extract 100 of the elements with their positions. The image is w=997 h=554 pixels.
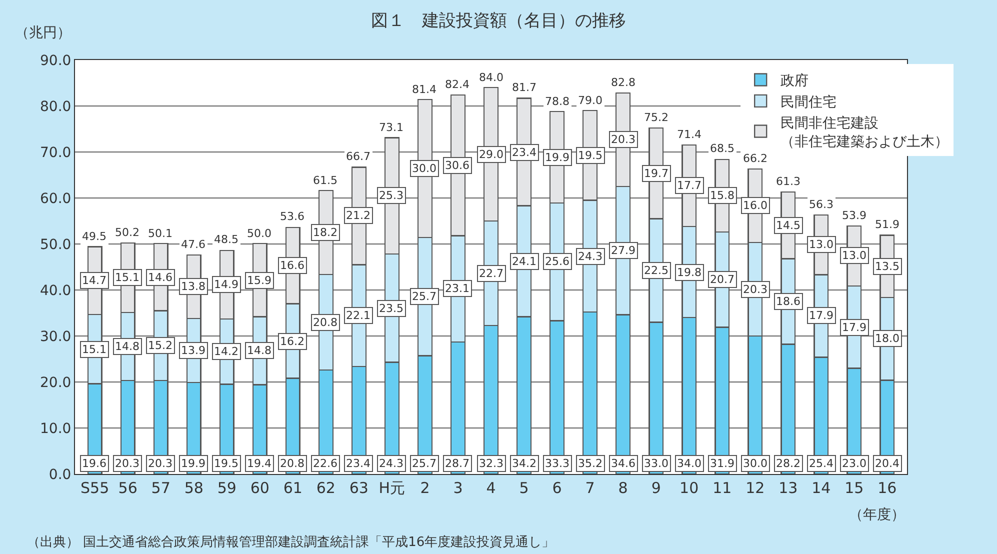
text: 18.0 xyxy=(875,332,900,345)
total-label: 66.7 xyxy=(346,150,370,163)
total-label: 71.4 xyxy=(677,128,702,141)
text: 14.8 xyxy=(115,340,140,353)
text: 22.5 xyxy=(644,264,668,277)
text: 34.0 xyxy=(677,457,702,470)
text: 25.6 xyxy=(545,255,570,268)
x-tick-label: 60 xyxy=(250,479,270,497)
y-tick-label: 30.0 xyxy=(40,328,72,345)
x-tick-label: 15 xyxy=(844,479,864,497)
text: 21.2 xyxy=(346,209,370,222)
text: 17.7 xyxy=(677,179,702,192)
text: 13.0 xyxy=(842,249,866,262)
text: 19.8 xyxy=(677,266,702,279)
text: 15.9 xyxy=(247,274,272,287)
text: 19.5 xyxy=(578,149,602,162)
total-label: 78.8 xyxy=(545,95,570,108)
text: 23.4 xyxy=(346,457,370,470)
text: 28.2 xyxy=(776,457,800,470)
text: 18.6 xyxy=(776,295,800,308)
text: 19.5 xyxy=(214,457,238,470)
text: 16.0 xyxy=(743,199,768,212)
text: 29.0 xyxy=(479,148,504,161)
x-tick-label: 10 xyxy=(680,479,699,497)
y-tick-label: 90.0 xyxy=(40,52,72,69)
total-label: 53.6 xyxy=(280,210,304,223)
total-label: 82.4 xyxy=(445,78,470,91)
x-tick-label: 9 xyxy=(651,479,661,497)
y-tick-label: 70.0 xyxy=(40,144,72,161)
text: 33.0 xyxy=(644,457,668,470)
text: 14.7 xyxy=(82,274,106,287)
text: 16.2 xyxy=(280,335,304,348)
text: 34.2 xyxy=(512,457,536,470)
text: 15.1 xyxy=(82,343,106,356)
total-label: 81.7 xyxy=(512,81,536,94)
text: 13.0 xyxy=(809,238,834,251)
total-label: 81.4 xyxy=(412,83,436,96)
x-tick-label: 56 xyxy=(118,479,138,497)
text: 27.9 xyxy=(611,244,636,257)
total-label: 50.0 xyxy=(247,227,272,240)
chart-title: 図１ 建設投資額（名目）の推移 xyxy=(371,10,626,31)
text: 23.1 xyxy=(445,282,470,295)
text: 20.7 xyxy=(710,273,734,286)
y-tick-label: 0.0 xyxy=(48,466,72,483)
y-tick-label: 50.0 xyxy=(40,236,72,253)
total-label: 79.0 xyxy=(578,94,602,107)
x-tick-label: 8 xyxy=(618,479,628,497)
x-tick-label: S55 xyxy=(80,479,110,497)
x-tick-label: 62 xyxy=(316,479,336,497)
total-label: 82.8 xyxy=(611,76,636,89)
text: 13.9 xyxy=(181,344,206,357)
x-tick-label: 2 xyxy=(420,479,430,497)
text: 34.6 xyxy=(611,457,636,470)
x-tick-label: H元 xyxy=(378,479,406,497)
text: 20.3 xyxy=(148,457,172,470)
text: 22.6 xyxy=(313,457,338,470)
text: 19.6 xyxy=(82,457,106,470)
text: 28.7 xyxy=(445,457,470,470)
text: 14.6 xyxy=(148,271,172,284)
text: 20.3 xyxy=(611,133,636,146)
text: 33.3 xyxy=(545,457,570,470)
legend-label: 民間住宅 xyxy=(780,94,837,110)
x-tick-label: 61 xyxy=(283,479,302,497)
text: 20.8 xyxy=(280,457,304,470)
text: 14.9 xyxy=(214,278,238,291)
text: 14.2 xyxy=(214,345,238,358)
total-label: 61.5 xyxy=(313,174,338,187)
text: 20.4 xyxy=(875,457,900,470)
text: 13.5 xyxy=(875,260,900,273)
y-tick-label: 20.0 xyxy=(40,374,72,391)
total-label: 75.2 xyxy=(644,111,668,124)
total-label: 66.2 xyxy=(743,152,768,165)
total-label: 47.6 xyxy=(181,238,206,251)
x-tick-label: 63 xyxy=(349,479,368,497)
text: 19.7 xyxy=(644,167,668,180)
text: 24.1 xyxy=(512,255,536,268)
text: 23.5 xyxy=(379,302,404,315)
x-tick-label: 57 xyxy=(151,479,170,497)
text: 30.6 xyxy=(445,159,470,172)
text: 22.7 xyxy=(479,267,504,280)
x-tick-label: 3 xyxy=(453,479,463,497)
text: 19.9 xyxy=(181,457,206,470)
text: 15.8 xyxy=(710,189,734,202)
x-tick-label: 12 xyxy=(746,479,765,497)
text: （出典） 国土交通省総合政策局情報管理部建設調査統計課「平成16年度建設投資見通し」 xyxy=(27,534,555,550)
text: 30.0 xyxy=(412,162,436,175)
text: 20.3 xyxy=(743,283,768,296)
total-label: 51.9 xyxy=(875,218,900,231)
legend-label: 民間非住宅建設（非住宅建築および土木） xyxy=(780,116,949,150)
text: 24.3 xyxy=(379,457,404,470)
x-tick-label: 59 xyxy=(217,479,236,497)
x-axis-title: （年度） xyxy=(849,507,905,523)
text: 20.3 xyxy=(115,457,140,470)
x-tick-label: 4 xyxy=(486,479,496,497)
total-label: 56.3 xyxy=(809,198,834,211)
total-label: 61.3 xyxy=(776,175,800,188)
text: 25.3 xyxy=(379,189,404,202)
x-tick-label: 6 xyxy=(552,479,562,497)
y-axis-title: （兆円） xyxy=(15,25,71,41)
legend-label: 政府 xyxy=(780,73,809,90)
